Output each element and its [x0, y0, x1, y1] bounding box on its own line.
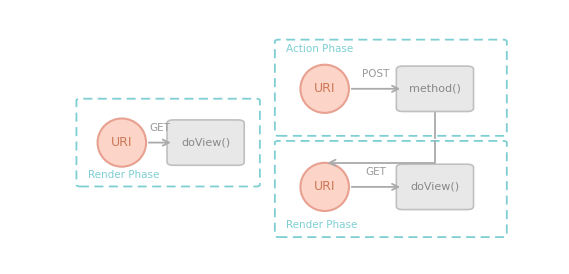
FancyBboxPatch shape — [397, 164, 473, 210]
Text: doView(): doView() — [410, 182, 460, 192]
Text: Render Phase: Render Phase — [286, 220, 358, 230]
Text: Render Phase: Render Phase — [88, 170, 159, 179]
Text: doView(): doView() — [181, 138, 230, 148]
Text: URI: URI — [314, 180, 336, 193]
Text: method(): method() — [409, 84, 461, 94]
Ellipse shape — [98, 118, 146, 167]
Text: URI: URI — [111, 136, 133, 149]
FancyBboxPatch shape — [397, 66, 473, 112]
Text: URI: URI — [314, 82, 336, 95]
Ellipse shape — [300, 65, 349, 113]
FancyBboxPatch shape — [167, 120, 244, 165]
Text: GET: GET — [365, 167, 386, 177]
Text: GET: GET — [150, 123, 170, 133]
Text: Action Phase: Action Phase — [286, 44, 353, 55]
Text: POST: POST — [362, 69, 390, 79]
Ellipse shape — [300, 163, 349, 211]
